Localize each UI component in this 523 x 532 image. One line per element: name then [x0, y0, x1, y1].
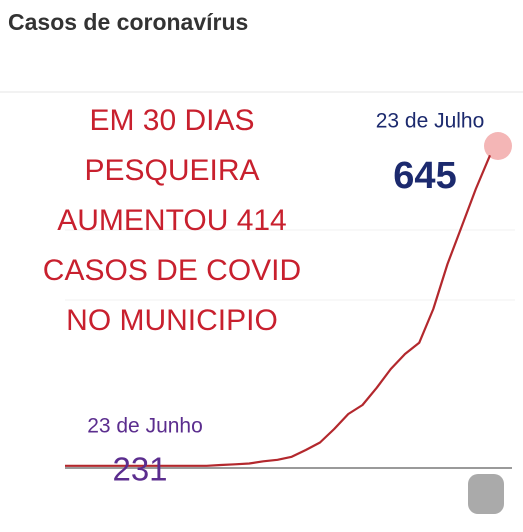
overlay-line: NO MUNICIPIO	[66, 304, 278, 337]
end-value-label: 645	[393, 155, 456, 197]
overlay-line: PESQUEIRA	[84, 154, 259, 187]
overlay-line: AUMENTOU 414	[57, 204, 287, 237]
start-date-label: 23 de Junho	[87, 415, 203, 438]
line	[65, 154, 492, 467]
overlay-line: EM 30 DIAS	[89, 104, 254, 137]
overlay-text: EM 30 DIAS PESQUEIRA AUMENTOU 414 CASOS DE …	[43, 104, 301, 337]
highlight-dot	[484, 132, 512, 160]
scroll-handle	[468, 474, 504, 514]
overlay-line: CASOS DE COVID	[43, 254, 301, 287]
chart-title: Casos de coronavírus	[8, 9, 248, 35]
end-date-label: 23 de Julho	[376, 110, 485, 133]
start-value-label: 231	[112, 451, 167, 488]
